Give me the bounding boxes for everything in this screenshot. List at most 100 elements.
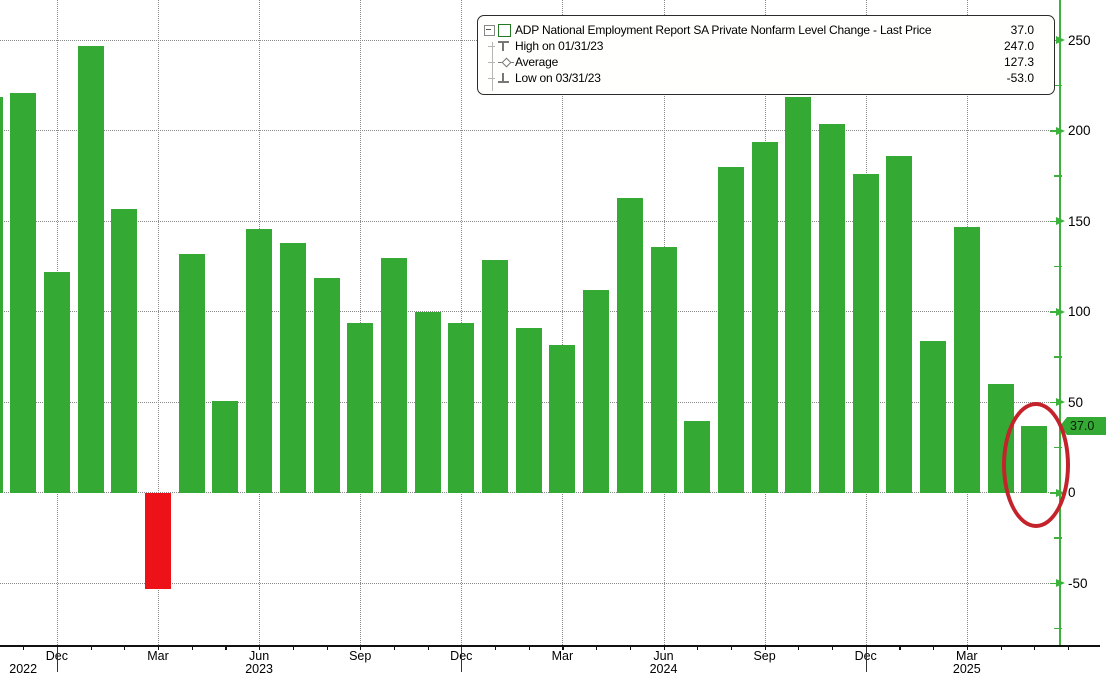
y-tick-label: 0 bbox=[1068, 485, 1076, 500]
bar-jul-2024 bbox=[684, 420, 711, 493]
y-tick-label: 250 bbox=[1068, 32, 1091, 48]
month-tick bbox=[1000, 645, 1002, 650]
bar-jun-2023 bbox=[246, 228, 273, 493]
y-tick-tail bbox=[1050, 311, 1057, 313]
legend-low-value: -53.0 bbox=[1006, 71, 1034, 85]
bar-jan-2025 bbox=[886, 156, 913, 493]
y-tick-label: 200 bbox=[1068, 123, 1091, 138]
bar-mar-2023 bbox=[145, 493, 171, 589]
y-axis-line bbox=[1059, 0, 1061, 645]
v-gridline bbox=[158, 0, 159, 645]
y-tick-tail bbox=[1050, 401, 1057, 403]
month-tick bbox=[596, 645, 598, 650]
month-tick bbox=[629, 645, 631, 650]
bar-dec-2024 bbox=[852, 174, 879, 493]
y-minor-tick bbox=[1054, 265, 1062, 268]
y-tick-arrow-icon bbox=[1056, 217, 1065, 225]
bar-nov-2023 bbox=[414, 312, 441, 493]
x-quarter-label: Mar bbox=[147, 649, 169, 663]
month-tick bbox=[360, 645, 362, 650]
bar-mar-2024 bbox=[549, 344, 576, 493]
bar-jan-2023 bbox=[77, 45, 104, 493]
y-tick-tail bbox=[1050, 582, 1057, 584]
tree-stub bbox=[488, 61, 495, 63]
x-year-label: 2022 bbox=[9, 662, 38, 676]
bar-oct-2023 bbox=[380, 257, 407, 493]
legend-low-label: Low on 03/31/23 bbox=[515, 71, 601, 85]
month-tick bbox=[832, 645, 834, 650]
bar-nov-2024 bbox=[819, 123, 845, 493]
bar-feb-2024 bbox=[515, 328, 542, 493]
y-tick-arrow-icon bbox=[1056, 36, 1065, 44]
legend-row-high: High on 01/31/23 247.0 bbox=[478, 38, 1054, 54]
v-gridline bbox=[360, 0, 362, 645]
average-marker-icon bbox=[498, 57, 514, 68]
bar-dec-2023 bbox=[448, 322, 475, 493]
legend-series-label: ADP National Employment Report SA Privat… bbox=[515, 23, 932, 37]
bar-apr-2023 bbox=[178, 254, 205, 493]
legend-high-value: 247.0 bbox=[1003, 39, 1034, 53]
x-quarter-label: Sep bbox=[349, 649, 372, 663]
x-quarter-label: Jun bbox=[249, 649, 270, 663]
legend-expander-icon[interactable] bbox=[484, 24, 495, 36]
legend-series-value: 37.0 bbox=[1010, 23, 1034, 37]
legend-average-label: Average bbox=[515, 55, 559, 69]
month-tick bbox=[528, 645, 530, 650]
bar-jan-2024 bbox=[482, 259, 508, 493]
month-tick bbox=[158, 645, 160, 650]
bar-nov-2022 bbox=[10, 92, 37, 493]
tree-stub bbox=[488, 77, 495, 79]
h-gridline bbox=[0, 582, 1059, 584]
month-tick bbox=[899, 645, 901, 650]
legend-icon-cell bbox=[482, 38, 515, 54]
h-gridline bbox=[0, 220, 1059, 222]
bar-apr-2024 bbox=[583, 290, 610, 493]
x-year-label: 2023 bbox=[245, 662, 273, 676]
legend-icon-cell bbox=[482, 54, 515, 70]
legend-icon-cell bbox=[482, 22, 515, 38]
bar-aug-2023 bbox=[313, 277, 340, 493]
y-tick-arrow-icon bbox=[1056, 307, 1065, 316]
y-tick-label: 150 bbox=[1068, 213, 1091, 229]
year-separator bbox=[865, 647, 867, 672]
month-tick bbox=[90, 645, 92, 650]
tree-stub bbox=[488, 45, 495, 47]
bar-dec-2022 bbox=[43, 272, 70, 493]
v-gridline bbox=[461, 0, 463, 645]
legend-tree-connector bbox=[492, 42, 493, 91]
month-tick bbox=[933, 645, 935, 650]
month-tick bbox=[225, 645, 227, 650]
y-minor-tick bbox=[1054, 175, 1062, 177]
y-tick-tail bbox=[1050, 220, 1057, 222]
low-marker-icon bbox=[498, 73, 509, 83]
bar-may-2023 bbox=[212, 400, 239, 493]
annotation-ellipse bbox=[1002, 402, 1070, 528]
legend-box: ADP National Employment Report SA Privat… bbox=[477, 15, 1055, 95]
bar-jun-2024 bbox=[650, 246, 677, 493]
legend-high-label: High on 01/31/23 bbox=[515, 39, 604, 53]
month-tick bbox=[427, 645, 429, 650]
y-tick-tail bbox=[1050, 130, 1057, 132]
month-tick bbox=[966, 645, 968, 650]
month-tick bbox=[764, 645, 766, 650]
y-minor-tick bbox=[1054, 627, 1062, 630]
bar-sep-2023 bbox=[347, 322, 374, 493]
month-tick bbox=[292, 645, 294, 650]
month-tick bbox=[663, 645, 665, 650]
y-tick-arrow-icon bbox=[1056, 126, 1065, 135]
month-tick bbox=[259, 645, 261, 650]
legend-average-value: 127.3 bbox=[1003, 55, 1034, 69]
month-tick bbox=[326, 645, 328, 650]
y-minor-tick bbox=[1054, 84, 1062, 87]
y-tick-label: -50 bbox=[1068, 575, 1088, 591]
y-minor-tick bbox=[1054, 356, 1062, 358]
bar-aug-2024 bbox=[717, 167, 744, 493]
month-tick bbox=[697, 645, 699, 650]
y-minor-tick bbox=[1054, 537, 1062, 539]
legend-row-average: Average 127.3 bbox=[478, 54, 1054, 70]
x-quarter-label: Mar bbox=[956, 649, 978, 663]
bar-may-2024 bbox=[616, 197, 643, 493]
month-tick bbox=[191, 645, 193, 650]
year-separator bbox=[461, 647, 463, 672]
